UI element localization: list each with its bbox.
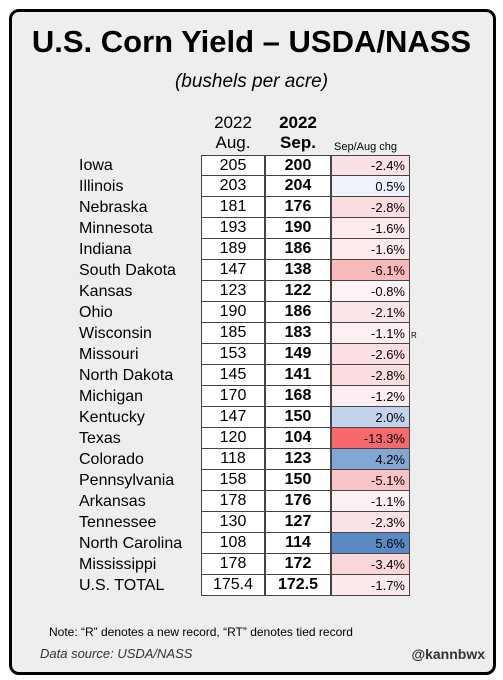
sep-value-cell: 123	[265, 449, 331, 470]
change-cell: -2.3%	[331, 512, 410, 533]
change-cell: 2.0%	[331, 407, 410, 428]
state-label: Iowa	[79, 157, 113, 174]
change-cell: 4.2%	[331, 449, 410, 470]
sep-value-cell: 104	[265, 428, 331, 449]
sep-month-header: Sep.	[280, 133, 316, 152]
sep-value-cell: 172.5	[265, 575, 331, 596]
sep-value-cell: 176	[265, 197, 331, 218]
change-cell: -1.1%	[331, 491, 410, 512]
record-mark: R	[411, 331, 417, 340]
sep-value-cell: 168	[265, 386, 331, 407]
aug-month-header: Aug.	[215, 133, 251, 152]
sep-value-cell: 186	[265, 239, 331, 260]
state-label: Illinois	[79, 178, 124, 195]
state-label: Arkansas	[79, 493, 146, 510]
sep-value-cell: 150	[265, 407, 331, 428]
aug-value-cell: 185	[201, 323, 265, 344]
aug-value-cell: 130	[201, 512, 265, 533]
change-cell: -13.3%	[331, 428, 410, 449]
state-label: North Dakota	[79, 367, 174, 384]
aug-value-cell: 108	[201, 533, 265, 554]
sep-value-cell: 183	[265, 323, 331, 344]
state-label: Kentucky	[79, 409, 145, 426]
change-cell: -0.8%	[331, 281, 410, 302]
aug-value-cell: 147	[201, 260, 265, 281]
change-cell: -5.1%	[331, 470, 410, 491]
sep-value-cell: 150	[265, 470, 331, 491]
footnote: Note: “R” denotes a new record, “RT” den…	[49, 625, 353, 639]
change-cell: -1.1%	[331, 323, 410, 344]
state-label: Michigan	[79, 388, 144, 405]
aug-value-cell: 189	[201, 239, 265, 260]
change-cell: -2.8%	[331, 197, 410, 218]
change-header: Sep/Aug chg	[334, 141, 397, 153]
change-cell: -1.2%	[331, 386, 410, 407]
aug-value-cell: 181	[201, 197, 265, 218]
sep-year-header: 2022	[279, 113, 317, 132]
author-handle: @kannbwx	[411, 646, 485, 662]
aug-value-cell: 145	[201, 365, 265, 386]
state-label: Missouri	[79, 346, 139, 363]
aug-value-cell: 178	[201, 491, 265, 512]
sep-value-cell: 186	[265, 302, 331, 323]
change-cell: -1.6%	[331, 218, 410, 239]
sep-value-cell: 200	[265, 155, 331, 176]
change-cell: 5.6%	[331, 533, 410, 554]
sep-value-cell: 141	[265, 365, 331, 386]
aug-value-cell: 153	[201, 344, 265, 365]
data-source: Data source: USDA/NASS	[40, 646, 193, 661]
state-label: Ohio	[79, 304, 113, 321]
change-cell: -2.8%	[331, 365, 410, 386]
sep-value-cell: 172	[265, 554, 331, 575]
change-cell: -2.1%	[331, 302, 410, 323]
sep-value-cell: 190	[265, 218, 331, 239]
aug-value-cell: 178	[201, 554, 265, 575]
aug-value-cell: 118	[201, 449, 265, 470]
aug-value-cell: 120	[201, 428, 265, 449]
state-label: Wisconsin	[79, 325, 152, 342]
state-label: North Carolina	[79, 535, 183, 552]
state-label: Minnesota	[79, 220, 153, 237]
change-cell: -6.1%	[331, 260, 410, 281]
aug-value-cell: 205	[201, 155, 265, 176]
change-cell: -1.6%	[331, 239, 410, 260]
aug-year-header: 2022	[214, 113, 252, 132]
sep-value-cell: 114	[265, 533, 331, 554]
sep-value-cell: 204	[265, 176, 331, 197]
state-label: Texas	[79, 430, 121, 447]
state-label: Nebraska	[79, 199, 148, 216]
aug-value-cell: 123	[201, 281, 265, 302]
aug-value-cell: 175.4	[201, 575, 265, 596]
state-label: U.S. TOTAL	[79, 577, 165, 594]
aug-value-cell: 147	[201, 407, 265, 428]
page-subtitle: (bushels per acre)	[174, 71, 329, 92]
state-label: Pennsylvania	[79, 472, 175, 489]
sep-value-cell: 122	[265, 281, 331, 302]
aug-value-cell: 170	[201, 386, 265, 407]
state-label: South Dakota	[79, 262, 176, 279]
sep-value-cell: 149	[265, 344, 331, 365]
change-cell: -3.4%	[331, 554, 410, 575]
sep-value-cell: 127	[265, 512, 331, 533]
change-cell: 0.5%	[331, 176, 410, 197]
state-label: Colorado	[79, 451, 144, 468]
sep-value-cell: 138	[265, 260, 331, 281]
state-label: Tennessee	[79, 514, 157, 531]
aug-value-cell: 158	[201, 470, 265, 491]
change-cell: -2.6%	[331, 344, 410, 365]
change-cell: -2.4%	[331, 155, 410, 176]
aug-value-cell: 190	[201, 302, 265, 323]
sep-value-cell: 176	[265, 491, 331, 512]
page-title: U.S. Corn Yield – USDA/NASS	[31, 24, 472, 59]
state-label: Indiana	[79, 241, 132, 258]
state-label: Kansas	[79, 283, 133, 300]
change-cell: -1.7%	[331, 575, 410, 596]
state-label: Mississippi	[79, 556, 157, 573]
aug-value-cell: 203	[201, 176, 265, 197]
aug-value-cell: 193	[201, 218, 265, 239]
